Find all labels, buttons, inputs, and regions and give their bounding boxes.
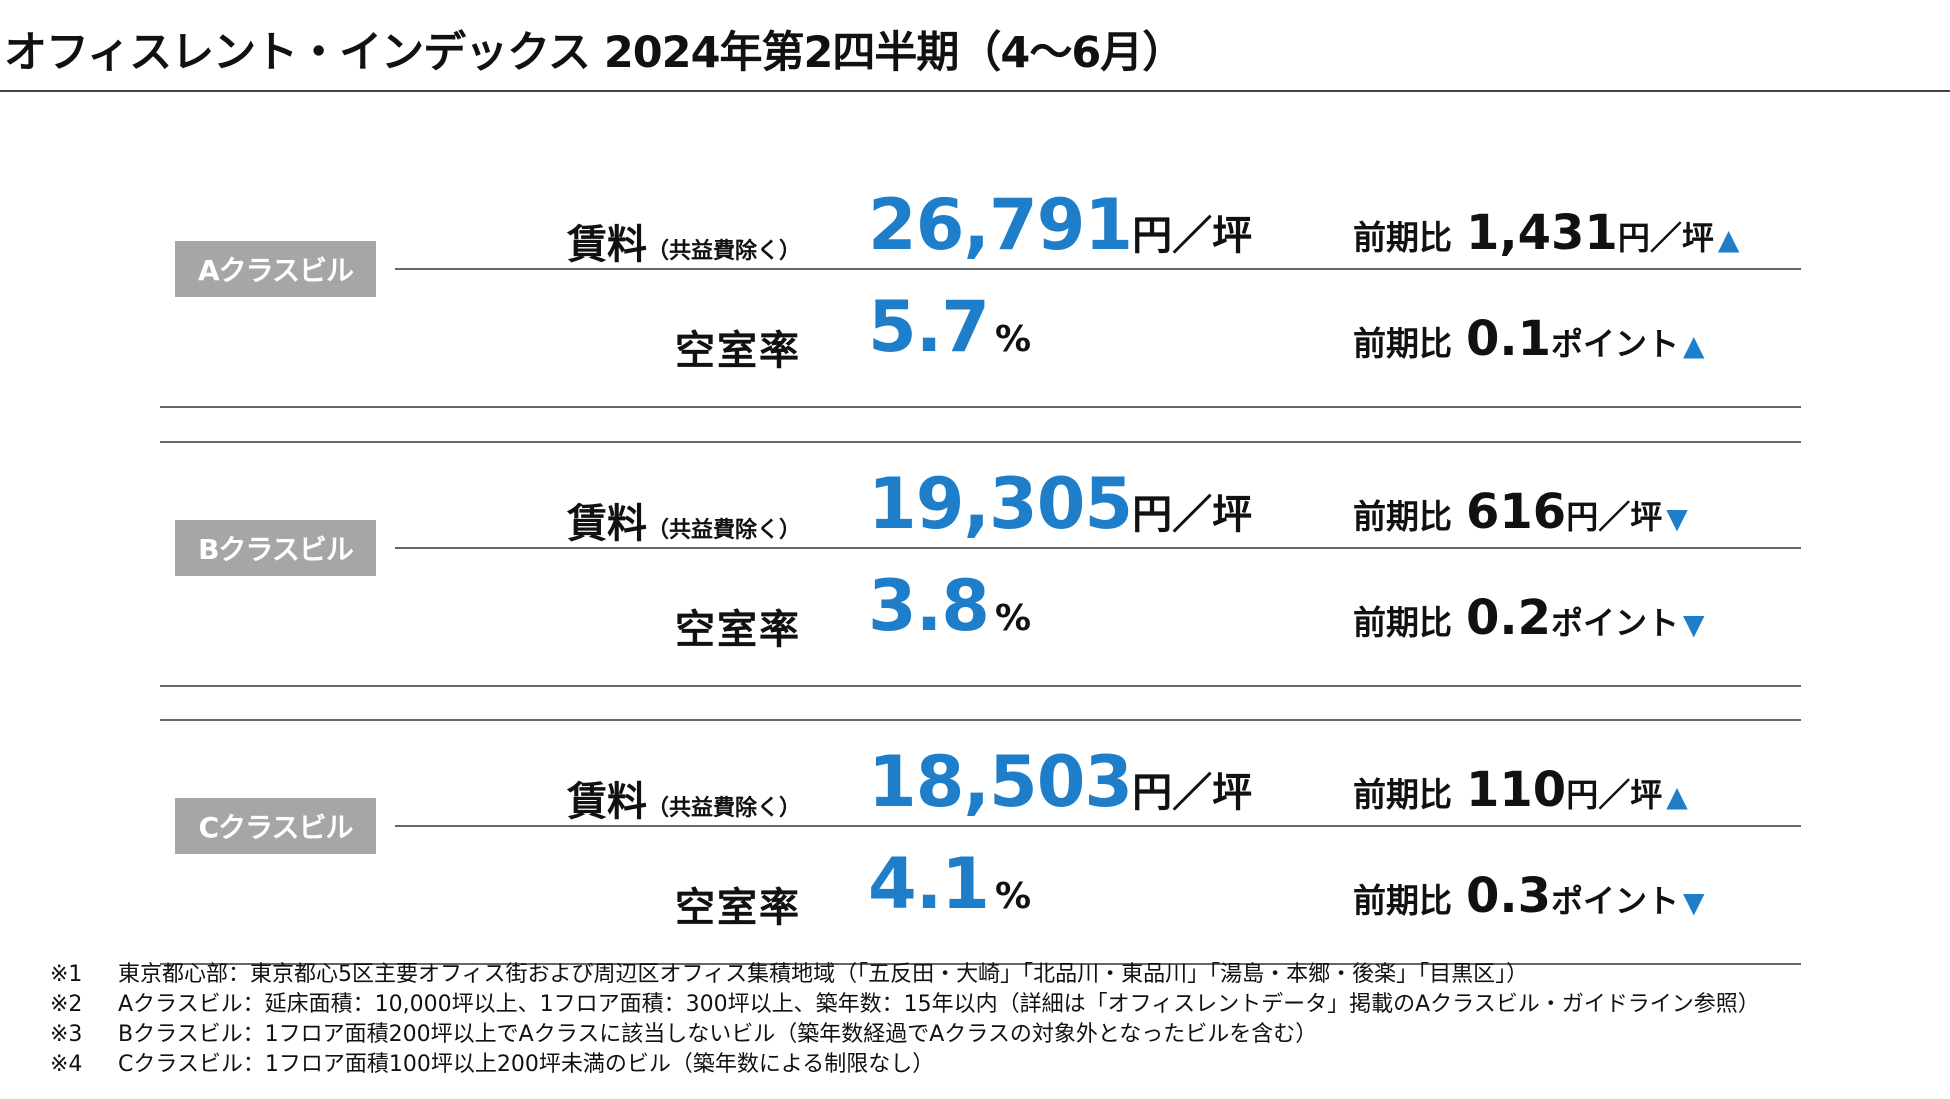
footnote: ※2 Aクラスビル：延床面積：10,000坪以上、1フロア面積：300坪以上、築年…	[50, 990, 1760, 1020]
rent-label-sub: （共益費除く）	[646, 239, 801, 264]
vacancy-change-value: 0.3	[1466, 868, 1552, 924]
rent-value: 18,503	[868, 741, 1133, 823]
compare-label: 前期比	[1353, 324, 1452, 363]
footnote-text: 東京都心部：東京都心5区主要オフィス街および周辺区オフィス集積地域（「五反田・大…	[118, 962, 1529, 987]
vacancy-value-group: 3.8%	[868, 565, 1031, 647]
rent-change-value: 616	[1466, 484, 1567, 540]
compare-label: 前期比	[1353, 497, 1452, 536]
vacancy-compare: 前期比 0.3ポイント ▼	[1353, 868, 1705, 924]
down-arrow-icon: ▼	[1666, 502, 1688, 535]
up-arrow-icon: ▲	[1717, 223, 1740, 256]
block-middle-rule	[395, 825, 1801, 827]
vacancy-unit: %	[995, 876, 1032, 917]
vacancy-unit: %	[995, 319, 1032, 360]
compare-label: 前期比	[1353, 603, 1452, 642]
block-top-rule	[160, 441, 1801, 443]
down-arrow-icon: ▼	[1683, 886, 1705, 919]
compare-label: 前期比	[1353, 775, 1452, 814]
rent-label: 賃料（共益費除く）	[567, 212, 801, 270]
class-block-a: Aクラスビル 賃料（共益費除く） 26,791円／坪 前期比 1,431円／坪 ▲ …	[160, 162, 1801, 408]
rent-label-sub: （共益費除く）	[646, 796, 801, 821]
rent-unit: 円／坪	[1132, 770, 1253, 816]
compare-label: 前期比	[1353, 881, 1452, 920]
footnote-text: Bクラスビル：1フロア面積200坪以上でAクラスに該当しないビル（築年数経過でA…	[118, 1022, 1318, 1047]
rent-label: 賃料（共益費除く）	[567, 769, 801, 827]
class-block-b: Bクラスビル 賃料（共益費除く） 19,305円／坪 前期比 616円／坪 ▼ 空室…	[160, 441, 1801, 687]
footnote-mark: ※1	[50, 962, 83, 987]
vacancy-change-value: 0.1	[1466, 311, 1552, 367]
page-title: オフィスレント・インデックス 2024年第2四半期（4〜6月）	[4, 28, 1185, 78]
vacancy-value-group: 5.7%	[868, 286, 1031, 368]
rent-compare: 前期比 1,431円／坪 ▲	[1353, 205, 1739, 261]
rent-change-unit: 円／坪	[1566, 498, 1663, 536]
rent-value: 26,791	[868, 184, 1133, 266]
vacancy-value-group: 4.1%	[868, 843, 1031, 925]
block-bottom-rule	[160, 685, 1801, 687]
class-label: Bクラスビル	[175, 520, 376, 576]
footnote: ※1 東京都心部：東京都心5区主要オフィス街および周辺区オフィス集積地域（「五反田…	[50, 960, 1760, 990]
rent-label: 賃料（共益費除く）	[567, 491, 801, 549]
footnote-mark: ※3	[50, 1022, 83, 1047]
vacancy-value: 3.8	[868, 565, 990, 647]
rent-label-sub: （共益費除く）	[646, 518, 801, 543]
footnote-text: Cクラスビル：1フロア面積100坪以上200坪未満のビル（築年数による制限なし）	[118, 1052, 935, 1077]
vacancy-label: 空室率	[675, 607, 801, 653]
footnote: ※3 Bクラスビル：1フロア面積200坪以上でAクラスに該当しないビル（築年数経過…	[50, 1020, 1760, 1050]
rent-compare: 前期比 616円／坪 ▼	[1353, 484, 1688, 540]
block-middle-rule	[395, 547, 1801, 549]
rent-unit: 円／坪	[1132, 213, 1253, 259]
title-divider	[0, 90, 1950, 92]
vacancy-value: 4.1	[868, 843, 990, 925]
vacancy-change-unit: ポイント	[1551, 604, 1680, 642]
vacancy-unit: %	[995, 598, 1032, 639]
compare-label: 前期比	[1353, 218, 1452, 257]
vacancy-value: 5.7	[868, 286, 990, 368]
block-bottom-rule	[160, 963, 1801, 965]
class-label: Aクラスビル	[175, 241, 376, 297]
rent-label-text: 賃料	[566, 779, 647, 825]
vacancy-label: 空室率	[675, 885, 801, 931]
vacancy-compare: 前期比 0.1ポイント ▲	[1353, 311, 1705, 367]
rent-label-text: 賃料	[566, 222, 647, 268]
vacancy-change-value: 0.2	[1466, 590, 1552, 646]
rent-unit: 円／坪	[1132, 492, 1253, 538]
rent-change-unit: 円／坪	[1617, 219, 1714, 257]
rent-change-value: 1,431	[1466, 205, 1618, 261]
rent-label-text: 賃料	[566, 501, 647, 547]
vacancy-compare: 前期比 0.2ポイント ▼	[1353, 590, 1705, 646]
rent-change-unit: 円／坪	[1566, 776, 1663, 814]
rent-compare: 前期比 110円／坪 ▲	[1353, 762, 1688, 818]
rent-value-group: 26,791円／坪	[868, 184, 1252, 266]
block-top-rule	[160, 719, 1801, 721]
vacancy-label: 空室率	[675, 328, 801, 374]
rent-change-value: 110	[1466, 762, 1567, 818]
vacancy-change-unit: ポイント	[1551, 882, 1680, 920]
footnote-mark: ※4	[50, 1052, 83, 1077]
rent-value-group: 18,503円／坪	[868, 741, 1252, 823]
block-middle-rule	[395, 268, 1801, 270]
block-bottom-rule	[160, 406, 1801, 408]
up-arrow-icon: ▲	[1666, 780, 1688, 813]
footnotes: ※1 東京都心部：東京都心5区主要オフィス街および周辺区オフィス集積地域（「五反田…	[50, 960, 1760, 1080]
class-block-c: Cクラスビル 賃料（共益費除く） 18,503円／坪 前期比 110円／坪 ▲ 空室…	[160, 719, 1801, 965]
rent-value-group: 19,305円／坪	[868, 463, 1252, 545]
footnote-text: Aクラスビル：延床面積：10,000坪以上、1フロア面積：300坪以上、築年数：…	[118, 992, 1760, 1017]
footnote-mark: ※2	[50, 992, 83, 1017]
rent-value: 19,305	[868, 463, 1133, 545]
down-arrow-icon: ▼	[1683, 608, 1705, 641]
class-label: Cクラスビル	[175, 798, 376, 854]
up-arrow-icon: ▲	[1683, 329, 1705, 362]
vacancy-change-unit: ポイント	[1551, 325, 1680, 363]
footnote: ※4 Cクラスビル：1フロア面積100坪以上200坪未満のビル（築年数による制限な…	[50, 1050, 1760, 1080]
